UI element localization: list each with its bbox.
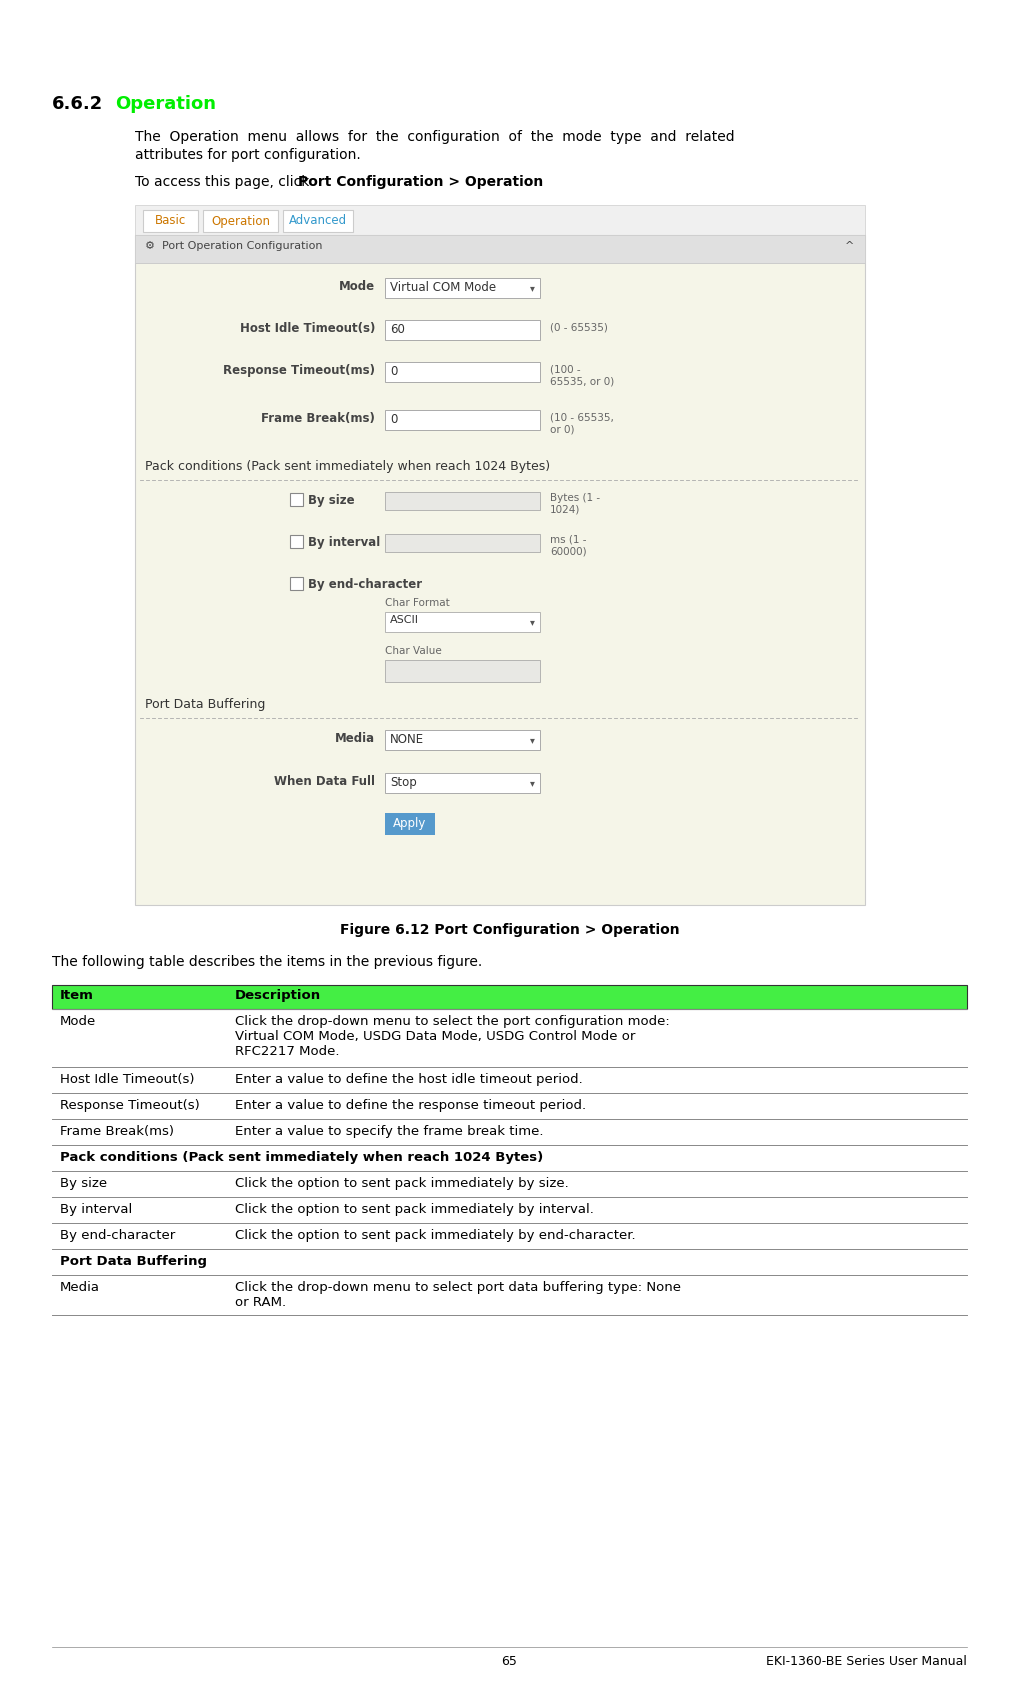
Text: (0 - 65535): (0 - 65535) [550,323,608,333]
Text: 0: 0 [390,365,397,377]
Text: 65: 65 [501,1655,518,1668]
Bar [290,492,303,506]
Text: Click the drop-down menu to select the port configuration mode:
Virtual COM Mode: Click the drop-down menu to select the p… [235,1015,669,1058]
Text: Advanced: Advanced [289,215,347,227]
Bar [290,535,303,548]
Bar [385,277,540,298]
Bar [135,235,865,262]
Bar [385,535,540,552]
Text: ▾: ▾ [530,618,534,628]
Text: EKI-1360-BE Series User Manual: EKI-1360-BE Series User Manual [766,1655,967,1668]
Text: Char Format: Char Format [385,597,449,607]
Text: Host Idle Timeout(s): Host Idle Timeout(s) [239,321,375,335]
Text: By interval: By interval [308,536,380,548]
Text: Media: Media [335,733,375,744]
Bar [283,210,353,232]
Bar [385,729,540,750]
Text: Mode: Mode [339,279,375,293]
Bar [385,320,540,340]
Text: Enter a value to define the response timeout period.: Enter a value to define the response tim… [235,1100,586,1112]
Text: The following table describes the items in the previous figure.: The following table describes the items … [52,954,482,970]
Text: Response Timeout(ms): Response Timeout(ms) [223,364,375,377]
Bar [385,773,540,794]
Text: Enter a value to specify the frame break time.: Enter a value to specify the frame break… [235,1125,543,1139]
Text: ^: ^ [846,240,855,250]
Text: Operation: Operation [115,95,216,113]
Text: By size: By size [308,494,355,508]
Text: Port Configuration > Operation: Port Configuration > Operation [298,174,543,190]
Text: ⚙  Port Operation Configuration: ⚙ Port Operation Configuration [145,240,322,250]
Bar [385,613,540,633]
Text: By interval: By interval [60,1203,132,1217]
Text: ▾: ▾ [530,734,534,744]
Text: Media: Media [60,1281,100,1294]
Text: Virtual COM Mode: Virtual COM Mode [390,281,496,294]
Text: To access this page, click: To access this page, click [135,174,314,190]
Text: .: . [496,174,500,190]
Text: Click the drop-down menu to select port data buffering type: None
or RAM.: Click the drop-down menu to select port … [235,1281,681,1310]
Text: Frame Break(ms): Frame Break(ms) [60,1125,174,1139]
Text: Figure 6.12 Port Configuration > Operation: Figure 6.12 Port Configuration > Operati… [339,924,680,937]
Text: Stop: Stop [390,777,417,788]
Text: (100 -
65535, or 0): (100 - 65535, or 0) [550,365,614,386]
Text: When Data Full: When Data Full [274,775,375,788]
Text: ms (1 -
60000): ms (1 - 60000) [550,535,587,557]
Text: Char Value: Char Value [385,646,442,656]
Bar [290,577,303,591]
Text: attributes for port configuration.: attributes for port configuration. [135,147,361,162]
Text: (10 - 65535,
or 0): (10 - 65535, or 0) [550,413,613,435]
Text: By end-character: By end-character [308,579,422,591]
Text: ▾: ▾ [530,283,534,293]
Bar [52,985,967,1008]
Bar [385,409,540,430]
Text: Enter a value to define the host idle timeout period.: Enter a value to define the host idle ti… [235,1073,583,1086]
Text: Click the option to sent pack immediately by size.: Click the option to sent pack immediatel… [235,1178,569,1189]
Text: Click the option to sent pack immediately by end-character.: Click the option to sent pack immediatel… [235,1228,636,1242]
Text: Frame Break(ms): Frame Break(ms) [261,411,375,425]
Text: Pack conditions (Pack sent immediately when reach 1024 Bytes): Pack conditions (Pack sent immediately w… [60,1151,543,1164]
Text: Basic: Basic [155,215,186,227]
Text: By size: By size [60,1178,107,1189]
Text: Operation: Operation [211,215,270,227]
Bar [385,812,435,834]
Bar [135,235,865,905]
Bar [385,492,540,509]
Text: Item: Item [60,990,94,1002]
Bar [385,362,540,382]
Text: 6.6.2: 6.6.2 [52,95,103,113]
Bar [203,210,278,232]
Bar [135,205,865,235]
Text: Bytes (1 -
1024): Bytes (1 - 1024) [550,492,600,514]
Text: Mode: Mode [60,1015,96,1029]
Text: NONE: NONE [390,733,424,746]
Text: By end-character: By end-character [60,1228,175,1242]
Text: 60: 60 [390,323,405,337]
Text: Port Data Buffering: Port Data Buffering [145,699,265,711]
Text: Pack conditions (Pack sent immediately when reach 1024 Bytes): Pack conditions (Pack sent immediately w… [145,460,550,474]
Text: 0: 0 [390,413,397,426]
Text: Apply: Apply [393,817,427,831]
Text: The  Operation  menu  allows  for  the  configuration  of  the  mode  type  and : The Operation menu allows for the config… [135,130,735,144]
Text: Description: Description [235,990,321,1002]
Text: Port Data Buffering: Port Data Buffering [60,1255,207,1267]
Text: ASCII: ASCII [390,614,419,624]
Text: Response Timeout(s): Response Timeout(s) [60,1100,200,1112]
Text: ▾: ▾ [530,778,534,788]
Text: Host Idle Timeout(s): Host Idle Timeout(s) [60,1073,195,1086]
Text: Click the option to sent pack immediately by interval.: Click the option to sent pack immediatel… [235,1203,594,1217]
Bar [385,660,540,682]
Bar [143,210,198,232]
